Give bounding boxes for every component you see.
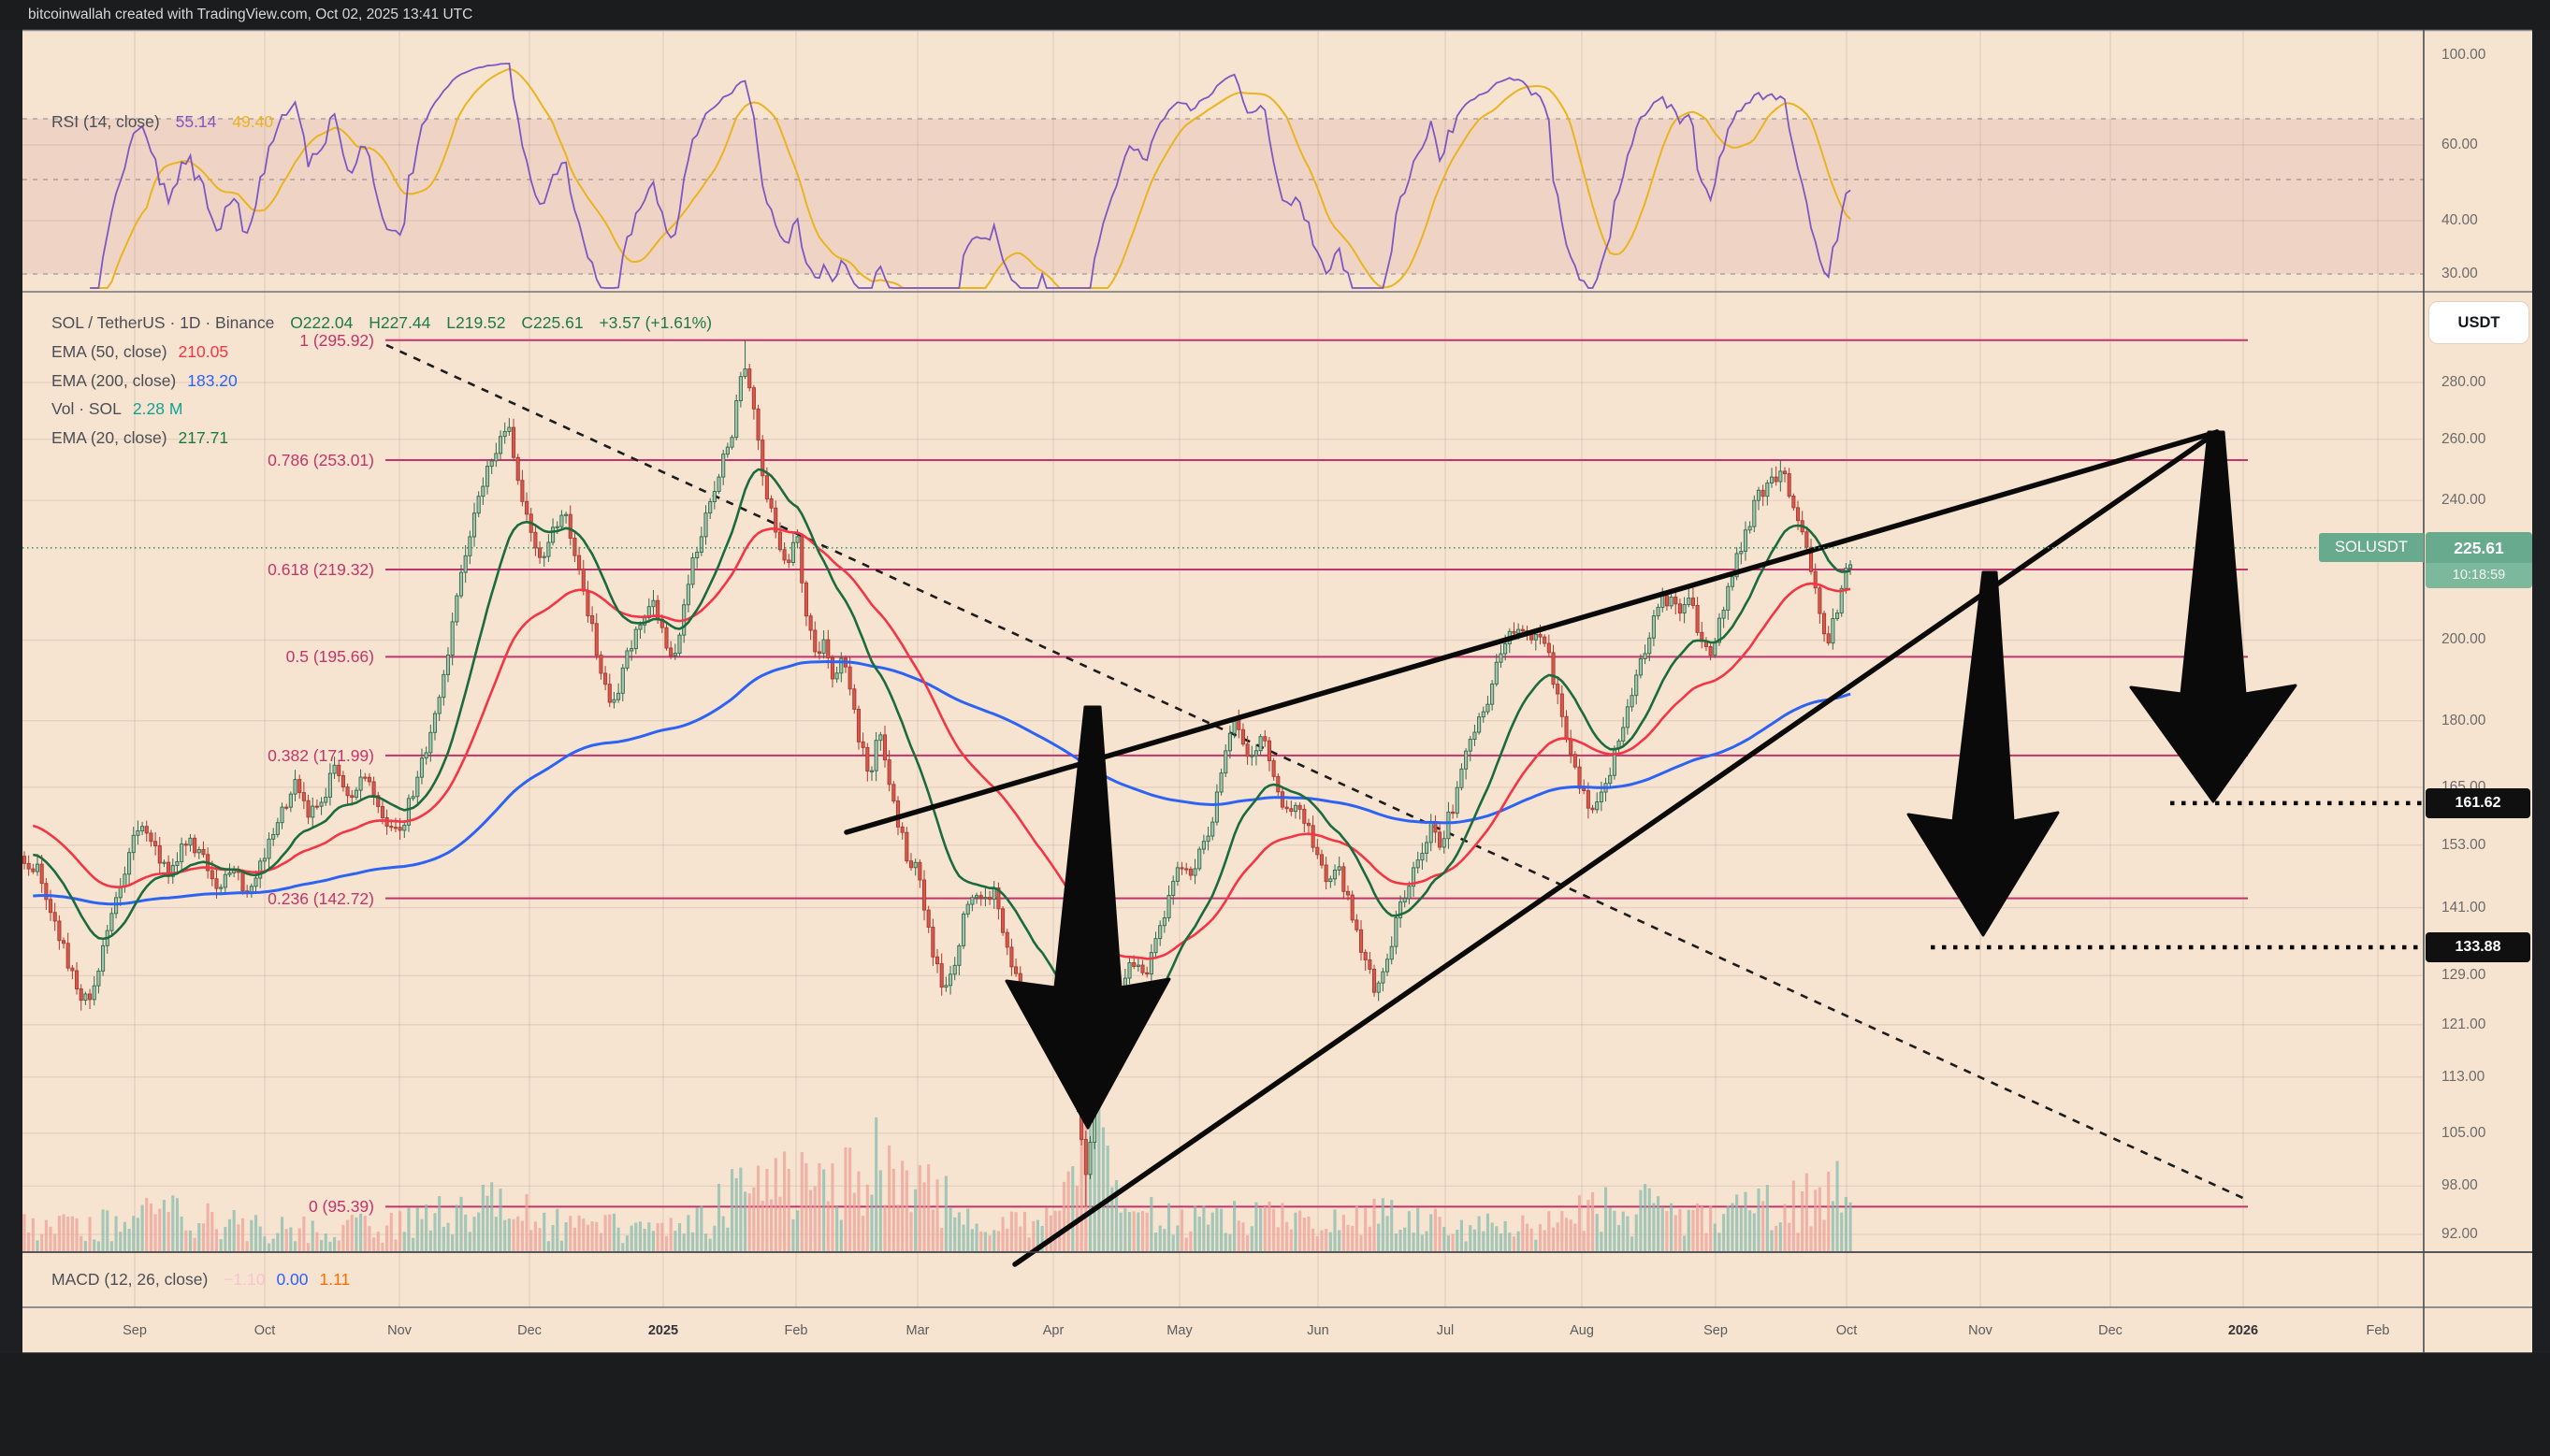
time-axis-label-jul[interactable]: Jul xyxy=(1436,1323,1455,1338)
time-axis-label-2025[interactable]: 2025 xyxy=(647,1323,679,1338)
time-axis-label-oct[interactable]: Oct xyxy=(1835,1323,1858,1338)
indicator-value: 210.05 xyxy=(178,342,229,361)
macd-value: −1.10 xyxy=(224,1270,266,1289)
price-axis-label: 92.00 xyxy=(2441,1226,2478,1243)
fib-level-label: 0 (95.39) xyxy=(308,1197,374,1217)
rsi-axis-label: 100.00 xyxy=(2441,47,2486,63)
rsi-axis-label: 40.00 xyxy=(2441,212,2478,228)
fib-level-label: 1 (295.92) xyxy=(299,330,374,350)
time-axis-label-dec[interactable]: Dec xyxy=(2098,1323,2123,1338)
chart-background xyxy=(22,30,2532,1353)
last-price-badge: 225.61 10:18:59 xyxy=(2426,531,2532,588)
apex-target-arrow[interactable] xyxy=(2129,430,2297,803)
price-axis-label: 113.00 xyxy=(2441,1068,2485,1085)
fib-level-label: 0.618 (219.32) xyxy=(268,559,374,579)
ohlc-close: C225.61 xyxy=(521,313,584,332)
target-price-badge: 133.88 xyxy=(2426,931,2530,962)
indicator-title: EMA (200, close) xyxy=(51,370,177,390)
price-axis-label: 200.00 xyxy=(2441,631,2486,648)
indicator-legend-row[interactable]: EMA (200, close) 183.20 xyxy=(51,370,238,391)
time-axis-label-oct[interactable]: Oct xyxy=(254,1323,276,1338)
macd-legend-title: MACD (12, 26, close) xyxy=(51,1270,209,1289)
ohlc-open: O222.04 xyxy=(290,313,354,332)
footer-bar: TradingView xyxy=(0,1353,2550,1456)
fib-level-label: 0.786 (253.01) xyxy=(268,450,374,469)
time-axis-label-2026[interactable]: 2026 xyxy=(2227,1323,2259,1338)
indicator-value: 2.28 M xyxy=(132,399,183,418)
fib-level-label: 0.382 (171.99) xyxy=(268,745,374,765)
price-axis-label: 240.00 xyxy=(2441,492,2486,509)
ohlc-high: H227.44 xyxy=(369,313,431,332)
indicator-value: 183.20 xyxy=(187,370,238,390)
time-axis-label-feb[interactable]: Feb xyxy=(784,1323,808,1338)
time-axis-label-aug[interactable]: Aug xyxy=(1570,1323,1594,1338)
rsi-value: 55.14 xyxy=(175,112,217,131)
symbol-title: SOL / TetherUS · 1D · Binance xyxy=(51,313,275,332)
time-axis-label-sep[interactable]: Sep xyxy=(123,1323,147,1338)
rsi-axis-label: 30.00 xyxy=(2441,266,2478,281)
time-axis-label-feb[interactable]: Feb xyxy=(2366,1323,2390,1338)
symbol-price-flag: SOLUSDT xyxy=(2319,532,2424,562)
mid-target-arrow[interactable] xyxy=(1906,570,2060,937)
attribution-bar: bitcoinwallah created with TradingView.c… xyxy=(0,0,2550,30)
price-axis-label: 105.00 xyxy=(2441,1124,2486,1141)
time-axis-label-nov[interactable]: Nov xyxy=(387,1323,412,1338)
price-axis-label: 260.00 xyxy=(2441,430,2486,447)
bar-countdown: 10:18:59 xyxy=(2426,562,2532,588)
price-axis-label: 153.00 xyxy=(2441,836,2486,853)
rsi-legend[interactable]: RSI (14, close) 55.14 49.40 xyxy=(51,111,273,132)
time-axis-label-apr[interactable]: Apr xyxy=(1042,1323,1065,1338)
price-axis-label: 180.00 xyxy=(2441,712,2486,728)
last-price-value: 225.61 xyxy=(2426,531,2532,563)
indicator-value: 217.71 xyxy=(178,427,229,447)
fib-level-label: 0.5 (195.66) xyxy=(285,647,374,667)
attribution-text: bitcoinwallah created with TradingView.c… xyxy=(28,7,473,22)
time-axis-label-nov[interactable]: Nov xyxy=(1968,1323,1992,1338)
macd-legend[interactable]: MACD (12, 26, close) −1.10 0.00 1.11 xyxy=(51,1269,350,1290)
rsi-axis-label: 60.00 xyxy=(2441,137,2478,152)
currency-toggle-button[interactable]: USDT xyxy=(2429,302,2528,343)
ohlc-change: +3.57 (+1.61%) xyxy=(599,313,713,332)
indicator-legend-row[interactable]: Vol · SOL 2.28 M xyxy=(51,398,182,419)
price-axis-label: 121.00 xyxy=(2441,1016,2486,1032)
price-axis-label: 141.00 xyxy=(2441,899,2486,915)
indicator-title: EMA (50, close) xyxy=(51,342,167,361)
price-axis-label: 280.00 xyxy=(2441,374,2486,391)
fib-level-label: 0.236 (142.72) xyxy=(268,888,374,908)
rsi-ma-value: 49.40 xyxy=(232,112,274,131)
price-axis-label: 129.00 xyxy=(2441,967,2486,984)
time-axis-label-dec[interactable]: Dec xyxy=(517,1323,542,1338)
rsi-legend-title: RSI (14, close) xyxy=(51,112,160,131)
symbol-legend[interactable]: SOL / TetherUS · 1D · Binance O222.04 H2… xyxy=(51,312,712,333)
april-crash-arrow[interactable] xyxy=(1005,705,1171,1130)
indicator-legend-row[interactable]: EMA (50, close) 210.05 xyxy=(51,341,228,362)
indicator-title: Vol · SOL xyxy=(51,399,122,418)
target-price-badge: 161.62 xyxy=(2426,787,2530,818)
macd-value: 1.11 xyxy=(319,1270,351,1289)
price-axis-label: 98.00 xyxy=(2441,1177,2478,1194)
time-axis-label-mar[interactable]: Mar xyxy=(906,1323,930,1338)
indicator-title: EMA (20, close) xyxy=(51,427,167,447)
ohlc-low: L219.52 xyxy=(446,313,506,332)
time-axis-label-jun[interactable]: Jun xyxy=(1307,1323,1329,1338)
time-axis-label-sep[interactable]: Sep xyxy=(1703,1323,1728,1338)
indicator-legend-row[interactable]: EMA (20, close) 217.71 xyxy=(51,427,228,448)
macd-value: 0.00 xyxy=(276,1270,309,1289)
time-axis-label-may[interactable]: May xyxy=(1166,1323,1193,1338)
